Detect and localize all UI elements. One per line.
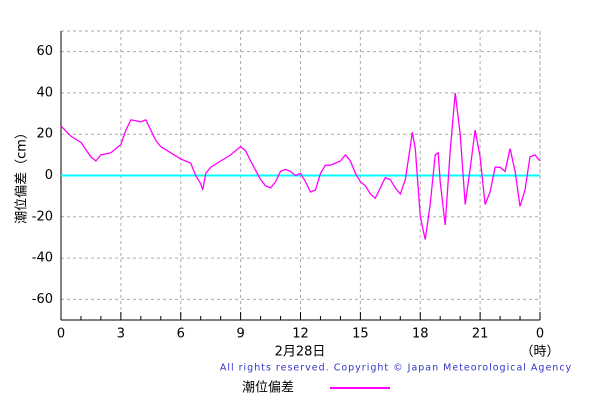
y-tick-label: 0 [45, 168, 53, 183]
x-tick-label: 15 [352, 327, 369, 342]
x-tick-label: 21 [472, 327, 489, 342]
x-axis-unit: （時） [520, 345, 559, 360]
y-axis-label: 潮位偏差（cm） [15, 126, 30, 224]
legend-label: 潮位偏差 [242, 381, 294, 396]
x-tick-label: 12 [292, 327, 309, 342]
copyright: All rights reserved. Copyright © Japan M… [220, 363, 572, 374]
x-axis-label: 2月28日 [275, 345, 326, 360]
y-tick-label: -60 [32, 292, 53, 307]
x-tick-label: 6 [177, 327, 185, 342]
y-tick-label: 20 [36, 127, 53, 142]
x-tick-label: 0 [536, 327, 544, 342]
y-tick-label: -20 [32, 209, 53, 224]
y-tick-label: 40 [36, 85, 53, 100]
y-tick-label: -40 [32, 251, 53, 266]
data-line [60, 92, 541, 240]
x-tick-label: 18 [412, 327, 429, 342]
x-tick-label: 9 [236, 327, 244, 342]
y-tick-label: 60 [36, 44, 53, 59]
x-tick-label: 3 [117, 327, 125, 342]
x-tick-label: 0 [57, 327, 65, 342]
